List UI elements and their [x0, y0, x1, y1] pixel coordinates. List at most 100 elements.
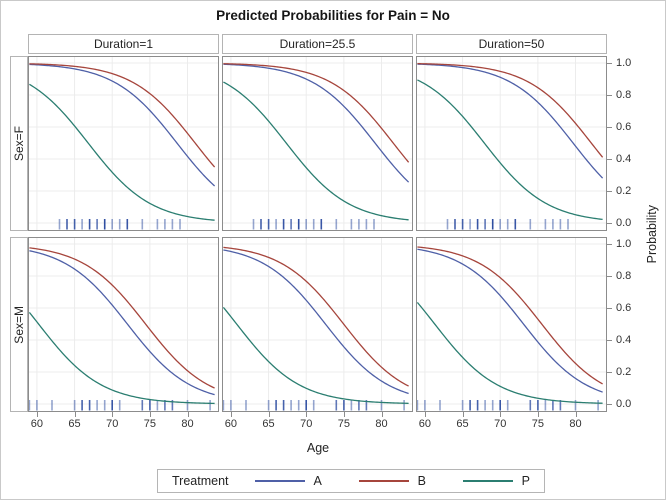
panel-plot-area	[222, 238, 412, 411]
x-axis-tick-label: 60	[418, 418, 432, 430]
rug-tick-age-59	[416, 400, 419, 411]
panel-M-duration-25.5	[222, 237, 413, 412]
rug-tick-age-75	[343, 400, 345, 411]
rug-tick-age-67	[88, 219, 91, 230]
curve-treatment-A	[29, 63, 216, 187]
rug-tick-age-64	[454, 219, 456, 230]
rug-tick-age-76	[350, 219, 353, 230]
rug-tick-age-69	[297, 400, 300, 411]
rug-tick-age-74	[529, 400, 532, 411]
legend-line-swatch	[358, 480, 409, 482]
curve-treatment-A	[29, 250, 215, 396]
rug-tick-age-66	[469, 219, 471, 230]
y-axis-tick	[607, 372, 612, 373]
x-axis-tick-label: 75	[143, 418, 156, 430]
rug-tick-age-68	[96, 219, 98, 230]
panel-F-duration-50	[416, 56, 607, 231]
rug-tick-age-77	[164, 400, 166, 411]
y-axis-tick	[607, 159, 612, 160]
curve-treatment-A	[417, 63, 604, 179]
rug-tick-age-69	[103, 400, 106, 411]
rug-tick-age-77	[552, 219, 554, 230]
legend-line-swatch	[254, 480, 305, 482]
y-axis-tick	[607, 404, 612, 405]
y-axis-tick	[607, 223, 612, 224]
rug-tick-age-74	[141, 400, 144, 411]
rug-tick-age-65	[461, 400, 464, 411]
x-axis-tick-label: 60	[30, 418, 44, 430]
x-axis-tick-label: 75	[531, 418, 544, 430]
panel-M-duration-50	[416, 237, 607, 412]
rug-tick-age-77	[358, 400, 360, 411]
x-axis-tick	[500, 412, 502, 417]
row-label-text: Sex=F	[12, 125, 26, 161]
rug-tick-age-70	[305, 400, 307, 411]
legend-item-label: A	[313, 474, 322, 488]
rug-tick-age-77	[164, 219, 166, 230]
rug-tick-age-63	[252, 219, 255, 230]
x-axis-tick	[112, 412, 114, 417]
treatment-legend: Treatment A B P	[157, 469, 545, 493]
rug-tick-age-65	[267, 219, 270, 230]
rug-tick-age-68	[484, 219, 486, 230]
rug-tick-age-67	[282, 400, 285, 411]
rug-tick-age-62	[51, 400, 53, 411]
rug-tick-age-65	[73, 219, 76, 230]
rug-tick-age-72	[126, 219, 129, 230]
rug-tick-age-66	[275, 219, 277, 230]
rug-tick-age-76	[350, 400, 353, 411]
rug-tick-age-70	[499, 219, 501, 230]
rug-tick-age-83	[209, 400, 211, 411]
x-axis-tick	[537, 412, 539, 417]
rug-tick-age-64	[66, 219, 68, 230]
rug-tick-age-60	[230, 400, 232, 411]
x-axis-tick	[74, 412, 76, 417]
rug-tick-age-76	[544, 400, 547, 411]
rug-tick-age-79	[567, 219, 569, 230]
rug-tick-age-70	[111, 219, 113, 230]
legend-item-P: P	[462, 474, 530, 488]
curve-treatment-P	[416, 302, 603, 404]
x-axis-tick	[187, 412, 189, 417]
x-axis-tick	[575, 412, 577, 417]
x-axis-tick	[424, 412, 426, 417]
panel-row-label-sex-M: Sex=M	[10, 237, 28, 412]
rug-tick-age-83	[597, 400, 599, 411]
panel-M-duration-1	[28, 237, 219, 412]
rug-tick-age-65	[73, 400, 76, 411]
rug-tick-age-69	[491, 400, 494, 411]
rug-tick-age-74	[141, 219, 144, 230]
x-axis-tick	[381, 412, 383, 417]
rug-tick-age-63	[58, 219, 61, 230]
rug-tick-age-66	[469, 400, 471, 411]
rug-tick-age-79	[179, 219, 181, 230]
rug-tick-age-78	[365, 219, 368, 230]
y-axis-tick-label: 0.2	[616, 185, 632, 197]
curve-treatment-A	[223, 63, 410, 183]
legend-item-A: A	[254, 474, 322, 488]
x-axis-tick	[268, 412, 270, 417]
rug-tick-age-74	[335, 219, 338, 230]
row-label-text: Sex=M	[12, 305, 26, 344]
curve-treatment-P	[28, 311, 215, 405]
panel-header-duration-50: Duration=50	[416, 34, 607, 54]
panel-plot-area	[29, 57, 218, 230]
panel-header-duration-25.5: Duration=25.5	[222, 34, 413, 54]
panel-F-duration-1	[28, 56, 219, 231]
graph-title: Predicted Probabilities for Pain = No	[216, 8, 450, 23]
curve-treatment-A	[417, 248, 603, 393]
y-axis-tick	[607, 127, 612, 128]
rug-tick-age-70	[305, 219, 307, 230]
x-axis-tick-label: 80	[569, 418, 582, 430]
rug-tick-age-65	[461, 219, 464, 230]
rug-tick-age-68	[290, 219, 292, 230]
rug-tick-age-71	[118, 219, 121, 230]
x-axis-tick	[230, 412, 232, 417]
curve-treatment-P	[222, 306, 409, 404]
rug-tick-age-63	[446, 219, 449, 230]
rug-tick-age-65	[267, 400, 270, 411]
curve-treatment-B	[417, 246, 603, 385]
legend-item-B: B	[358, 474, 426, 488]
rug-tick-age-60	[36, 400, 38, 411]
